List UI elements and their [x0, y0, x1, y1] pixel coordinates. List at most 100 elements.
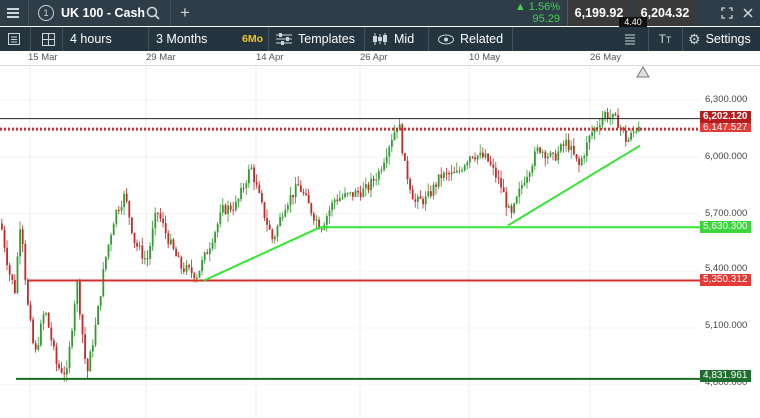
candle-body — [24, 243, 27, 281]
level-tag[interactable]: 6,202.120 — [700, 111, 751, 123]
text-size-button[interactable]: TT — [654, 30, 676, 48]
candle-body — [79, 281, 81, 315]
candle-body — [118, 209, 120, 211]
candle-body — [172, 239, 175, 249]
close-button[interactable] — [740, 5, 756, 21]
time-axis: 15 Mar 29 Mar 14 Apr 26 Apr 10 May 26 Ma… — [0, 52, 760, 66]
candle-body — [487, 153, 489, 162]
level-tag[interactable]: 5,350.312 — [700, 274, 751, 286]
market-selector[interactable]: 1 UK 100 - Cash — [38, 4, 145, 22]
candle-body — [484, 153, 487, 158]
candle-body — [146, 258, 149, 260]
candle-body — [180, 257, 183, 269]
candle-body — [105, 256, 107, 270]
change-block: ▲ 1.56% 95.29 — [500, 1, 560, 25]
candle-body — [279, 217, 281, 226]
candle-body — [84, 334, 86, 359]
time-label: 10 May — [469, 52, 501, 63]
range-selector[interactable]: 3 Months — [156, 30, 207, 48]
search-icon — [146, 6, 160, 20]
candle-body — [531, 165, 534, 173]
candle-body — [557, 151, 560, 161]
candle-body — [591, 132, 593, 136]
candle-body — [510, 205, 513, 213]
chart-list-button[interactable] — [4, 30, 24, 48]
range-badge[interactable]: 6Mo — [242, 30, 263, 48]
candle-body — [497, 177, 500, 179]
candle-body — [500, 178, 502, 188]
candle-body — [120, 207, 123, 211]
candle-body — [162, 218, 164, 224]
search-button[interactable] — [144, 4, 162, 22]
menu-button[interactable] — [4, 4, 22, 22]
candle-body — [393, 132, 396, 140]
candle-body — [534, 151, 536, 166]
sell-button[interactable]: 6,199.92 — [567, 0, 630, 26]
price-tick: 4,800.000 — [705, 377, 748, 388]
candlestick-chart[interactable] — [0, 66, 760, 418]
notes-button[interactable] — [620, 30, 640, 48]
candle-body — [471, 156, 474, 158]
candle-body — [258, 184, 261, 193]
candle-body — [458, 170, 461, 172]
candle-body — [367, 184, 370, 191]
candle-body — [474, 157, 476, 160]
candle-body — [622, 127, 625, 131]
candle-body — [188, 265, 190, 268]
layout-button[interactable] — [38, 30, 58, 48]
candle-body — [227, 205, 229, 214]
candle-body — [417, 196, 419, 202]
candle-body — [19, 229, 21, 257]
candle-body — [97, 306, 99, 325]
candle-body — [107, 244, 110, 257]
templates-button[interactable]: Templates — [276, 30, 355, 48]
related-label: Related — [460, 32, 504, 46]
settings-button[interactable]: ⚙ Settings — [688, 30, 751, 48]
candle-body — [3, 229, 6, 248]
candle-body — [14, 279, 16, 294]
candle-body — [502, 187, 505, 193]
triangle-up-icon — [636, 66, 650, 78]
add-tab-button[interactable]: + — [176, 3, 194, 22]
candle-body — [575, 154, 578, 159]
sell-price: 6,199.92 — [574, 6, 624, 20]
candle-body — [167, 233, 170, 245]
candle-body — [331, 202, 333, 211]
candle-body — [261, 192, 263, 203]
candle-body — [554, 153, 557, 161]
candle-body — [604, 112, 606, 118]
chart-toolbar: 4 hours 3 Months 6Mo Templates Mid Relat… — [0, 27, 760, 51]
scroll-top-button[interactable] — [636, 66, 650, 78]
level-tag[interactable]: 6,147.527 — [700, 123, 751, 132]
up-arrow-icon: ▲ — [514, 1, 526, 13]
price-type-selector[interactable]: Mid — [372, 30, 414, 48]
candle-body — [274, 236, 276, 240]
range-badge-label: 6Mo — [242, 33, 263, 45]
candle-body — [565, 139, 567, 146]
candle-body — [430, 191, 432, 196]
candle-body — [89, 351, 92, 372]
level-tag[interactable]: 5,630.300 — [700, 221, 751, 233]
spread-badge: 4.40 — [619, 17, 647, 27]
candle-body — [326, 216, 328, 225]
change-points: 95.29 — [532, 13, 560, 25]
related-button[interactable]: Related — [438, 30, 503, 48]
interval-selector[interactable]: 4 hours — [70, 30, 112, 48]
candle-body — [297, 184, 300, 186]
candle-body — [617, 115, 619, 128]
candle-body — [209, 248, 211, 255]
candle-body — [268, 224, 271, 230]
candle-body — [310, 203, 313, 214]
candle-body — [81, 314, 84, 335]
candle-body — [86, 358, 89, 372]
expand-button[interactable] — [719, 5, 735, 21]
candle-body — [515, 196, 518, 204]
price-chart[interactable]: 6,300.000 6,000.000 5,700.000 5,400.000 … — [0, 66, 760, 418]
candle-body — [341, 197, 344, 199]
candle-body — [177, 256, 180, 258]
candle-body — [292, 194, 294, 198]
candle-body — [466, 162, 469, 166]
level-tag[interactable]: 4,831.961 — [700, 370, 751, 382]
candle-body — [492, 164, 495, 168]
candle-body — [365, 184, 367, 189]
